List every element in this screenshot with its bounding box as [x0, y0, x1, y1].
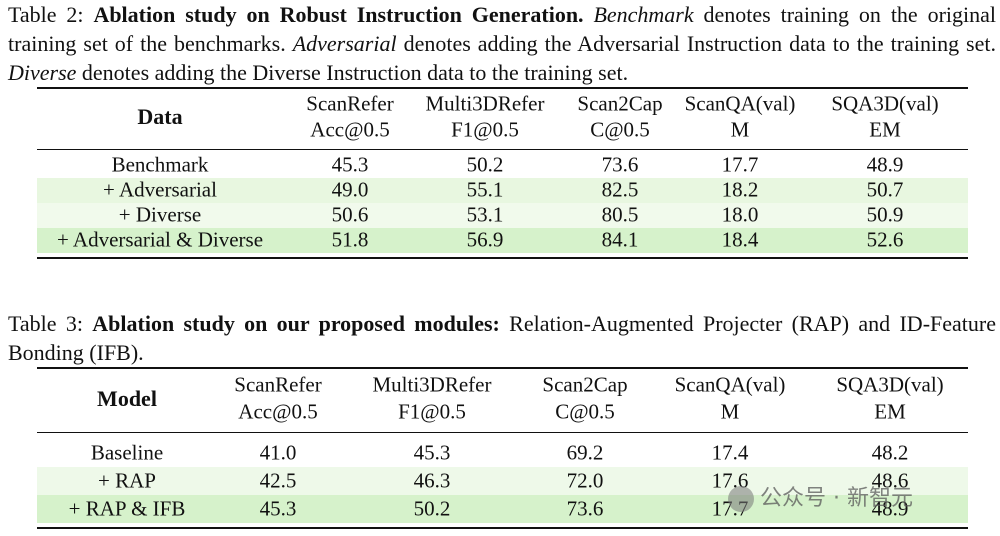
cell-value: 45.3: [331, 152, 369, 177]
cell-value: 50.2: [466, 152, 504, 177]
cell-value: 50.2: [413, 496, 451, 521]
column-header: EM: [874, 399, 906, 424]
column-header: ScanQA(val): [684, 91, 796, 116]
caption-text: denotes adding the Diverse Instruction d…: [76, 60, 629, 85]
caption-text: [584, 2, 594, 27]
cell-value: 45.3: [259, 496, 297, 521]
caption-text: denotes adding the Adversarial Instructi…: [396, 31, 996, 56]
column-header: Scan2Cap: [577, 91, 663, 116]
mid-rule: [37, 149, 968, 150]
cell-value: 52.6: [866, 227, 904, 252]
cell-value: 69.2: [566, 440, 604, 465]
row-label: + Adversarial & Diverse: [56, 227, 264, 252]
caption-term: Diverse: [8, 60, 77, 85]
cell-value: 17.4: [711, 440, 749, 465]
column-header: M: [730, 117, 750, 142]
cell-value: 48.9: [871, 496, 909, 521]
cell-value: 48.2: [871, 440, 909, 465]
caption-term: Adversarial: [292, 31, 397, 56]
bottom-rule: [37, 527, 968, 529]
row-label: + Adversarial: [103, 177, 217, 202]
cell-value: 51.8: [331, 227, 369, 252]
column-header: Multi3DRefer: [425, 91, 545, 116]
cell-value: 84.1: [601, 227, 639, 252]
cell-value: 80.5: [601, 202, 639, 227]
cell-value: 49.0: [331, 177, 369, 202]
column-header: Scan2Cap: [542, 372, 628, 397]
row-highlight: [37, 202, 968, 228]
row-highlight: [37, 177, 968, 203]
cell-value: 73.6: [601, 152, 639, 177]
cell-value: 53.1: [466, 202, 504, 227]
cell-value: 18.0: [721, 202, 759, 227]
cell-value: 48.6: [871, 468, 909, 493]
cell-value: 41.0: [259, 440, 297, 465]
bottom-rule: [37, 257, 968, 259]
caption-text: denotes training on the original trainin…: [8, 2, 997, 56]
row-label: Benchmark: [111, 152, 209, 177]
column-header: F1@0.5: [398, 399, 466, 424]
row-label: Baseline: [90, 440, 164, 465]
column-header: M: [720, 399, 740, 424]
cell-value: 18.4: [721, 227, 759, 252]
caption-label: Table 3:: [8, 311, 93, 336]
caption-text: Relation-Augmented Projecter (RAP) and I…: [8, 311, 996, 365]
caption-label: Table 2:: [8, 2, 94, 27]
row-highlight: [37, 495, 968, 523]
cell-value: 82.5: [601, 177, 639, 202]
cell-value: 17.7: [721, 152, 759, 177]
row-highlight: [37, 467, 968, 495]
column-header: F1@0.5: [451, 117, 519, 142]
column-header: Model: [97, 385, 157, 411]
column-header: Data: [137, 104, 183, 129]
watermark-icon: [728, 486, 754, 512]
top-rule: [37, 87, 968, 89]
row-label: + RAP & IFB: [68, 496, 186, 521]
mid-rule: [37, 432, 968, 433]
column-header: Acc@0.5: [310, 117, 390, 142]
watermark: 公众号 · 新智元: [728, 480, 913, 512]
cell-value: 50.9: [866, 202, 904, 227]
column-header: ScanQA(val): [674, 372, 786, 397]
column-header: ScanRefer: [306, 91, 394, 116]
cell-value: 42.5: [259, 468, 297, 493]
column-header: Multi3DRefer: [372, 372, 492, 397]
cell-value: 48.9: [866, 152, 904, 177]
column-header: SQA3D(val): [836, 372, 944, 397]
cell-value: 18.2: [721, 177, 759, 202]
column-header: SQA3D(val): [831, 91, 939, 116]
cell-value: 56.9: [466, 227, 504, 252]
cell-value: 50.6: [331, 202, 369, 227]
table2-caption: Table 2: Ablation study on Robust Instru…: [8, 0, 996, 87]
row-label: + RAP: [98, 468, 156, 493]
row-highlight: [37, 227, 968, 253]
watermark-text: 公众号 · 新智元: [760, 486, 913, 511]
caption-term: Benchmark: [593, 2, 694, 27]
cell-value: 50.7: [866, 177, 904, 202]
cell-value: 72.0: [566, 468, 604, 493]
top-rule: [37, 367, 968, 369]
column-header: ScanRefer: [234, 372, 322, 397]
cell-value: 45.3: [413, 440, 451, 465]
caption-title: Ablation study on our proposed modules:: [92, 311, 500, 336]
column-header: C@0.5: [555, 399, 615, 424]
table3-caption: Table 3: Ablation study on our proposed …: [8, 309, 996, 367]
row-label: + Diverse: [118, 202, 202, 227]
cell-value: 46.3: [413, 468, 451, 493]
column-header: Acc@0.5: [238, 399, 318, 424]
caption-title: Ablation study on Robust Instruction Gen…: [93, 2, 584, 27]
column-header: EM: [869, 117, 901, 142]
cell-value: 55.1: [466, 177, 504, 202]
column-header: C@0.5: [590, 117, 650, 142]
cell-value: 73.6: [566, 496, 604, 521]
